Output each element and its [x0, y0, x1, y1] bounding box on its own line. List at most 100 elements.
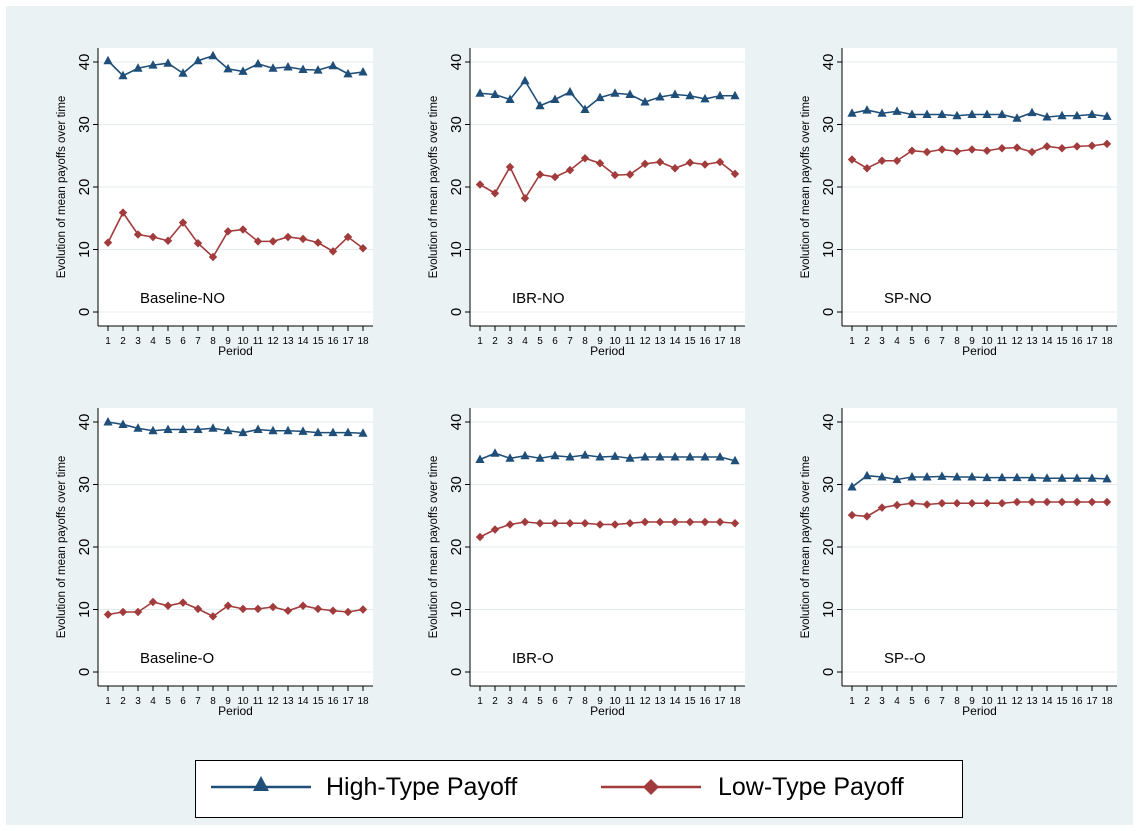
x-tick-label: 13: [1026, 696, 1038, 707]
data-point-high-type: [133, 423, 143, 432]
data-point-low-type: [922, 147, 932, 157]
x-tick-label: 8: [210, 336, 216, 347]
data-point-high-type: [1057, 110, 1067, 120]
data-point-high-type: [535, 453, 545, 462]
chart-panel-5: 0 10 20 30 40 Evolution of mean payoffs over …: [428, 408, 745, 718]
data-point-low-type: [685, 158, 695, 167]
data-point-low-type: [565, 165, 575, 175]
data-point-high-type: [1012, 113, 1022, 122]
x-tick-label: 4: [150, 696, 156, 707]
data-point-high-type: [163, 58, 173, 67]
data-point-high-type: [610, 88, 620, 97]
data-point-high-type: [133, 63, 143, 72]
data-point-high-type: [1102, 473, 1112, 483]
data-point-low-type: [862, 512, 872, 521]
y-tick-label: 0: [820, 308, 837, 316]
x-tick-label: 6: [552, 696, 558, 707]
data-point-low-type: [268, 237, 278, 246]
data-point-low-type: [223, 601, 233, 610]
x-tick-label: 13: [282, 336, 294, 347]
data-point-low-type: [670, 164, 680, 173]
data-point-low-type: [1012, 143, 1022, 152]
data-point-low-type: [118, 607, 128, 617]
x-tick-label: 6: [180, 696, 186, 707]
data-point-low-type: [253, 604, 263, 614]
data-point-low-type: [565, 519, 575, 528]
x-tick-label: 6: [180, 336, 186, 347]
x-tick-label: 9: [597, 696, 603, 707]
x-tick-label: 7: [939, 336, 945, 347]
legend-label-high-type: High-Type Payoff: [326, 773, 518, 801]
data-point-high-type: [223, 425, 233, 435]
data-point-high-type: [475, 88, 485, 97]
y-tick-label: 10: [820, 601, 837, 618]
x-tick-label: 18: [729, 336, 741, 347]
x-tick-label: 3: [507, 696, 513, 707]
x-tick-label: 15: [1056, 336, 1068, 347]
data-point-low-type: [715, 517, 725, 527]
x-tick-label: 16: [1071, 696, 1083, 707]
data-point-high-type: [997, 109, 1007, 118]
data-point-low-type: [520, 194, 530, 203]
data-point-high-type: [1102, 111, 1112, 120]
data-point-high-type: [298, 64, 308, 73]
y-axis-title: Evolution of mean payoffs over time: [800, 96, 812, 279]
data-point-high-type: [268, 63, 278, 72]
data-point-low-type: [967, 499, 977, 508]
panel-annotation: SP-NO: [884, 290, 932, 307]
data-point-high-type: [715, 452, 725, 461]
data-point-low-type: [238, 225, 248, 234]
x-tick-label: 7: [939, 696, 945, 707]
y-tick-label: 10: [76, 241, 93, 258]
data-point-high-type: [847, 108, 857, 117]
y-tick-label: 40: [76, 54, 93, 71]
data-point-high-type: [847, 482, 857, 491]
x-tick-label: 12: [639, 696, 651, 707]
panel-annotation: IBR-O: [512, 650, 554, 667]
x-tick-label: 11: [625, 696, 636, 707]
data-point-low-type: [892, 156, 902, 165]
x-tick-label: 4: [522, 696, 528, 707]
data-point-high-type: [253, 58, 263, 68]
y-tick-label: 20: [448, 179, 465, 196]
data-point-low-type: [862, 164, 872, 173]
x-tick-label: 15: [312, 696, 324, 707]
data-point-high-type: [715, 90, 725, 100]
data-point-high-type: [685, 452, 695, 461]
x-tick-label: 8: [210, 696, 216, 707]
y-tick-label: 20: [76, 179, 93, 196]
data-point-high-type: [1012, 472, 1022, 482]
data-point-low-type: [178, 598, 188, 607]
data-point-low-type: [283, 232, 293, 242]
x-tick-label: 2: [120, 336, 126, 347]
data-point-high-type: [595, 452, 605, 461]
x-tick-label: 13: [654, 696, 666, 707]
x-tick-label: 12: [1011, 696, 1023, 707]
data-point-low-type: [313, 238, 323, 247]
data-point-high-type: [670, 452, 680, 461]
x-tick-label: 1: [849, 336, 855, 347]
data-point-low-type: [148, 597, 158, 607]
data-point-high-type: [685, 90, 695, 100]
data-point-high-type: [892, 474, 902, 483]
data-point-low-type: [877, 503, 887, 512]
x-tick-label: 4: [150, 336, 156, 347]
data-point-high-type: [313, 65, 323, 74]
y-tick-label: 40: [448, 54, 465, 71]
data-point-high-type: [982, 472, 992, 482]
y-tick-label: 40: [820, 54, 837, 71]
y-tick-label: 20: [820, 539, 837, 556]
x-axis-title: Period: [218, 344, 253, 358]
x-tick-label: 10: [609, 696, 621, 707]
x-tick-label: 16: [327, 336, 339, 347]
data-point-low-type: [655, 157, 665, 167]
data-point-low-type: [163, 601, 173, 610]
x-tick-label: 11: [997, 696, 1008, 707]
data-point-high-type: [907, 109, 917, 118]
data-point-high-type: [103, 55, 113, 65]
data-point-high-type: [982, 109, 992, 118]
data-point-high-type: [610, 451, 620, 460]
x-tick-label: 2: [864, 696, 870, 707]
x-tick-label: 14: [1041, 336, 1053, 347]
y-tick-label: 0: [448, 668, 465, 676]
